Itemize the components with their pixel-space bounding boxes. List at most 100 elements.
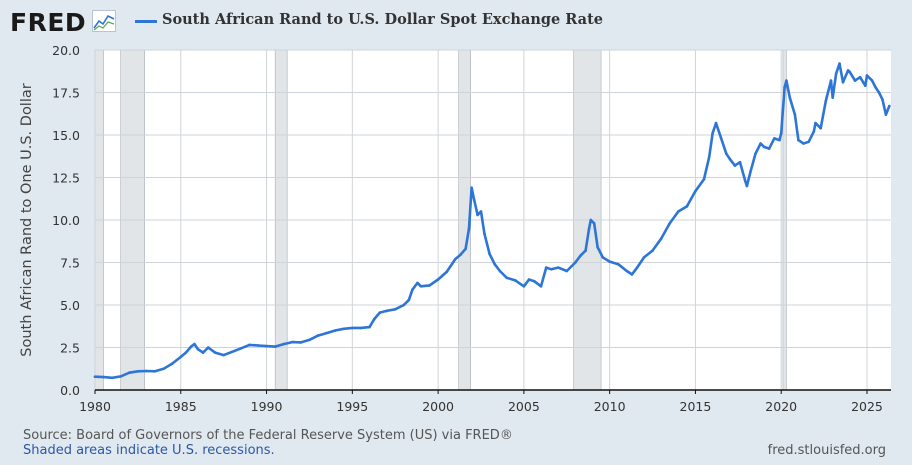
data-point — [213, 351, 217, 354]
data-point — [93, 375, 97, 379]
data-point — [759, 142, 762, 145]
data-point — [544, 266, 548, 269]
data-point — [831, 96, 834, 99]
data-point — [308, 338, 311, 342]
y-tick-label: 2.5 — [60, 341, 80, 356]
y-axis-ticks: 0.0 2.5 5.0 7.5 10.0 12.5 15.0 17.5 20.0 — [52, 43, 80, 398]
data-point — [325, 331, 328, 335]
data-point — [596, 245, 599, 249]
data-point — [556, 266, 560, 269]
data-point — [514, 279, 517, 282]
data-point — [807, 140, 810, 144]
x-tick-label: 2025 — [851, 399, 883, 414]
data-point — [841, 81, 845, 84]
data-point — [256, 344, 260, 347]
data-point — [419, 285, 423, 288]
data-point — [749, 171, 752, 174]
data-point — [483, 232, 486, 235]
data-point — [162, 367, 165, 371]
data-point — [359, 326, 363, 330]
data-point — [373, 317, 376, 320]
data-point — [385, 309, 388, 313]
data-point — [863, 84, 867, 87]
data-point — [579, 254, 582, 257]
data-point — [642, 256, 646, 259]
y-tick-label: 0.0 — [60, 383, 80, 398]
data-point — [402, 303, 406, 307]
y-tick-label: 20.0 — [52, 43, 80, 58]
data-point — [351, 326, 354, 330]
data-point — [711, 132, 714, 135]
x-tick-label: 2015 — [680, 399, 712, 414]
data-point — [222, 353, 225, 357]
data-point — [725, 152, 728, 155]
data-point — [589, 218, 593, 222]
data-point — [853, 79, 857, 82]
data-point — [453, 257, 457, 261]
data-point — [467, 227, 471, 230]
data-point — [136, 370, 140, 373]
data-point — [584, 249, 587, 252]
data-point — [416, 281, 419, 285]
data-point — [273, 345, 277, 348]
fred-logo[interactable]: FRED — [10, 8, 87, 37]
data-point — [616, 262, 620, 266]
data-point — [488, 252, 491, 256]
legend-label[interactable]: South African Rand to U.S. Dollar Spot E… — [162, 11, 603, 28]
x-tick-label: 2005 — [508, 399, 540, 414]
data-point — [206, 346, 210, 349]
data-point — [714, 121, 718, 125]
data-point — [479, 210, 483, 213]
data-point — [592, 222, 596, 225]
fred-url[interactable]: fred.stlouisfed.org — [767, 443, 886, 458]
data-point — [743, 179, 747, 183]
data-point — [865, 74, 869, 77]
data-point — [793, 113, 797, 116]
y-tick-label: 7.5 — [60, 256, 80, 271]
series-line-layer — [93, 62, 891, 380]
data-point — [625, 269, 629, 273]
data-point — [783, 86, 786, 89]
data-point — [676, 210, 680, 213]
data-point — [170, 362, 174, 365]
data-point — [145, 369, 148, 373]
data-point — [762, 145, 766, 149]
data-point — [887, 104, 891, 108]
data-point — [407, 298, 411, 302]
x-tick-label: 1985 — [165, 399, 197, 414]
data-point — [179, 355, 183, 359]
data-point — [378, 311, 382, 314]
data-point — [119, 375, 123, 378]
data-point — [128, 371, 131, 374]
data-point — [189, 345, 193, 348]
data-point — [539, 285, 543, 288]
data-point — [428, 284, 431, 287]
data-point — [608, 260, 611, 263]
x-tick-label: 1980 — [79, 399, 111, 414]
data-point — [745, 184, 749, 188]
data-point — [877, 91, 881, 94]
data-point — [565, 269, 569, 273]
data-point — [788, 96, 792, 99]
data-point — [239, 347, 243, 350]
data-point — [870, 79, 874, 82]
data-point — [574, 261, 577, 264]
data-point — [785, 79, 788, 82]
data-point — [333, 329, 337, 332]
x-axis-ticks: 1980 1985 1990 1995 2000 2005 2010 2015 2020 2025 — [79, 390, 883, 414]
data-point — [630, 273, 634, 276]
data-point — [838, 62, 841, 65]
fred-graph-icon — [92, 10, 116, 32]
recession-note[interactable]: Shaded areas indicate U.S. recessions. — [23, 443, 275, 458]
data-point — [498, 269, 502, 273]
data-point — [814, 121, 817, 125]
data-point — [368, 325, 371, 329]
data-point — [393, 307, 397, 311]
data-point — [505, 276, 509, 280]
data-point — [290, 340, 294, 344]
data-point — [193, 342, 196, 346]
data-point — [635, 266, 639, 269]
data-point — [472, 198, 476, 201]
data-point — [848, 70, 852, 74]
data-point — [532, 279, 536, 283]
